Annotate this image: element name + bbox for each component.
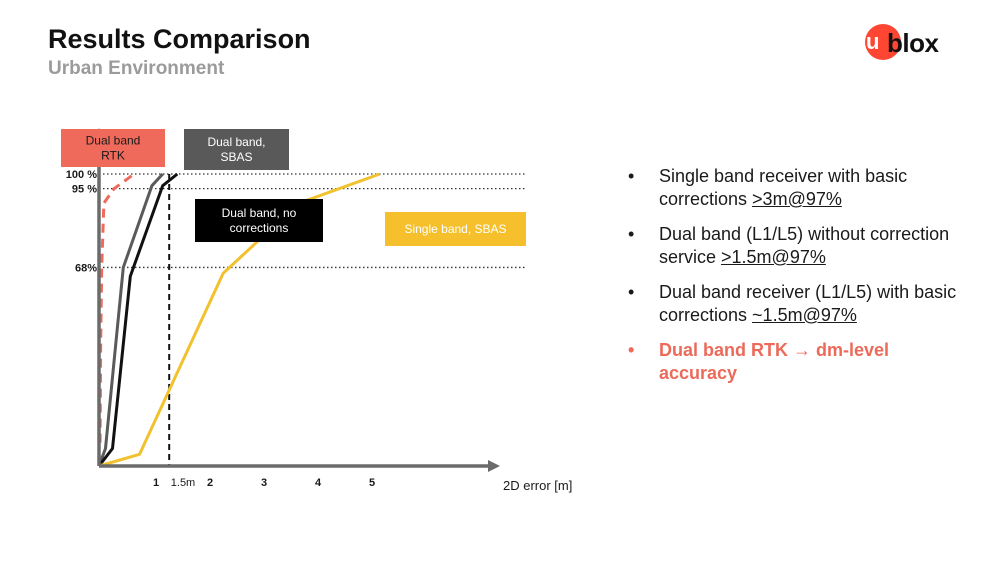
page-subtitle: Urban Environment [48,58,225,79]
ublox-logo [865,24,901,60]
series-line-3 [98,172,381,468]
legend-label: Dual band, [207,135,265,149]
legend-label: Single band, SBAS [404,222,506,236]
y-tick-label: 95 % [72,184,97,196]
legend-box-0 [61,129,165,167]
bullet-value: ~1.5m@97% [752,305,857,325]
x-tick-label: 1.5m [171,477,195,489]
legend-label: corrections [230,221,289,235]
bullet-value: >1.5m@97% [721,247,826,267]
y-tick-label: 100 % [66,169,97,181]
bullet-dual-band: Dual band (L1/L5) without correction ser… [628,223,968,269]
x-tick-label: 5 [369,477,375,489]
legend-label: SBAS [220,150,252,164]
legend-box-1 [184,129,289,170]
bullet-text: Dual band (L1/L5) without correction ser… [659,224,950,267]
bullet-single-band: Single band receiver with basic correcti… [628,165,968,211]
page-title: Results Comparison [48,24,311,54]
y-tick-label: 68% [75,262,97,274]
legend-box-3 [385,212,526,246]
logo-text: blox [887,28,939,58]
x-tick-label: 1 [153,477,159,489]
cdf-chart: 68% 95 % 100 % 1 1.5m 2 3 4 5 2D error [m] Dual ba… [61,128,572,493]
bullet-dual-band-corrections: Dual band receiver (L1/L5) with basic co… [628,281,968,327]
bullet-text: Dual band RTK → dm-level accuracy [659,340,890,383]
x-axis-arrow [488,460,500,472]
bullet-text: Dual band receiver (L1/L5) with basic co… [659,282,957,325]
findings-list: Single band receiver with basic correcti… [628,165,968,397]
series-line-2 [97,172,179,467]
x-axis-label: 2D error [m] [503,478,572,493]
x-tick-label: 2 [207,477,213,489]
bullet-text: Single band receiver with basic correcti… [659,166,908,209]
x-tick-label: 4 [315,477,322,489]
bullet-value: >3m@97% [752,189,842,209]
logo-mark: u [866,29,880,54]
legend-box-2 [195,199,323,242]
bullet-rtk: Dual band RTK → dm-level accuracy [628,339,968,385]
x-tick-label: 3 [261,477,267,489]
legend-label: RTK [101,149,125,163]
series-line-1 [97,172,164,467]
legend-label: Dual band [86,134,141,148]
legend-label: Dual band, no [222,206,297,220]
